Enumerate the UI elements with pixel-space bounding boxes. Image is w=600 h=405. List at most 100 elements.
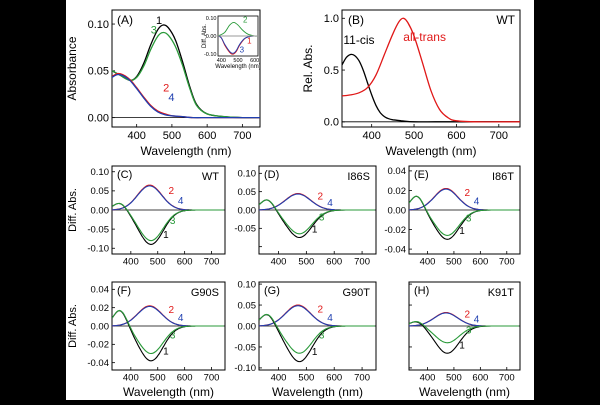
y-tick-label-B: 0.5 (324, 65, 339, 77)
curve-label-E: 2 (465, 188, 471, 199)
curve-label-B: 11-cis (343, 33, 374, 47)
x-tick-label-G: 600 (326, 373, 342, 384)
series-B-11cis (342, 53, 520, 123)
curve-label-G: 2 (318, 304, 324, 315)
x-tick-label-D: 600 (326, 257, 342, 268)
plot-frame-A (111, 9, 261, 128)
series-F-3 (112, 309, 224, 355)
variant-label-G: G90T (342, 287, 370, 299)
variant-label-H: K91T (488, 287, 515, 299)
panel-label-D: (D) (264, 169, 279, 181)
curve-label-E: 4 (474, 197, 480, 208)
y-tick-label-E: -0.02 (384, 225, 406, 236)
x-axis-title-H: Wavelength (nm) (419, 385, 510, 399)
y-tick-label-F: -0.02 (87, 340, 109, 351)
curve-label-G: 4 (327, 313, 333, 324)
curve-label-F: 1 (163, 347, 169, 358)
inset-A: 400 500 600 -0.10 0.00 0.10 2 13 Wavelength (nm)… (202, 15, 261, 70)
curve-label-A: 4 (168, 92, 174, 104)
y-tick-label-G: 0.05 (238, 300, 257, 311)
x-tick-label-C: 700 (204, 257, 220, 268)
curve-label-C: 3 (170, 216, 176, 227)
curve-label-C: 2 (169, 186, 175, 197)
y-tick-label-E: -0.04 (384, 244, 406, 255)
curve-label-D: 1 (312, 225, 318, 236)
curve-label-A: 3 (151, 24, 157, 36)
series-A-3 (112, 31, 260, 119)
y-tick-label-F: -0.04 (87, 358, 109, 369)
panel-label-A: (A) (117, 13, 133, 27)
y-tick-label-B: 0.0 (324, 117, 339, 129)
curve-label-H: 4 (474, 315, 480, 326)
y-tick-label-D: -0.05 (234, 224, 256, 235)
panel-label-G: (G) (264, 285, 280, 297)
x-tick-label-C: 600 (177, 257, 193, 268)
curve-label-F: 4 (178, 313, 184, 324)
curve-label-H: 2 (465, 309, 471, 320)
x-tick-label-G: 700 (354, 373, 370, 384)
x-tick-label-B: 500 (405, 130, 423, 142)
y-tick-label-F: 0.02 (91, 303, 110, 314)
y-tick-label-G: 0.10 (238, 279, 257, 290)
variant-label-D: I86S (347, 171, 370, 183)
series-G-3 (259, 313, 375, 354)
inset-curve-label: 1 (247, 36, 252, 45)
y-tick-label-C: 0.05 (91, 186, 110, 197)
curve-label-D: 3 (319, 213, 325, 224)
panel-H: 400 500 600 700 2 431 (H) K91T Wavelength (nm) (408, 281, 521, 399)
x-tick-label-H: 700 (499, 373, 515, 384)
curve-label-A: 1 (156, 15, 162, 27)
x-tick-label-C: 500 (150, 257, 166, 268)
y-axis-title-C: Diff. Abs. (67, 188, 79, 232)
inset-y-tick-label: 0.00 (206, 34, 217, 40)
x-tick-label-F: 500 (150, 373, 166, 384)
y-tick-label-D: 0.00 (238, 205, 257, 216)
inset-x-axis-title: Wavelength (nm) (215, 64, 260, 70)
y-axis-title-F: Diff. Abs. (67, 304, 79, 348)
panel-label-E: (E) (414, 169, 429, 181)
y-tick-label-G: 0.00 (238, 321, 257, 332)
y-tick-label-D: 0.05 (238, 187, 257, 198)
x-tick-label-F: 400 (123, 373, 139, 384)
curve-label-D: 4 (327, 198, 333, 209)
y-tick-label-A: 0.00 (88, 112, 109, 124)
x-tick-label-E: 400 (420, 257, 436, 268)
y-tick-label-A: 0.05 (88, 66, 109, 78)
variant-label-F: G90S (191, 287, 219, 299)
y-axis-title-B: Rel. Abs. (301, 44, 315, 92)
x-tick-label-C: 400 (123, 257, 139, 268)
x-tick-label-D: 700 (354, 257, 370, 268)
x-tick-label-G: 400 (271, 373, 287, 384)
plot-frame-B (341, 9, 521, 128)
curve-label-D: 2 (318, 191, 324, 202)
panel-label-B: (B) (348, 13, 364, 27)
inset-y-tick-label: -0.10 (204, 52, 217, 58)
x-tick-label-B: 400 (362, 130, 380, 142)
x-axis-title-A: Wavelength (nm) (141, 144, 232, 158)
x-tick-label-H: 500 (446, 373, 462, 384)
y-tick-label-G: -0.10 (234, 363, 256, 374)
x-tick-label-E: 500 (446, 257, 462, 268)
curve-label-E: 1 (459, 226, 465, 237)
inset-y-tick-label: 0.10 (206, 16, 217, 22)
series-E-3 (409, 195, 519, 236)
y-tick-label-F: 0.00 (91, 321, 110, 332)
y-tick-label-B: 1.0 (324, 13, 339, 25)
curve-label-E: 3 (466, 213, 472, 224)
y-tick-label-E: 0.04 (388, 166, 407, 177)
y-tick-label-E: 0.02 (388, 186, 407, 197)
panel-B: 400 500 600 700 0.0 0.5 1.0 (B) WT 11-cis all-tran… (301, 9, 521, 158)
y-tick-label-E: 0.00 (388, 205, 407, 216)
x-tick-label-D: 400 (271, 257, 287, 268)
x-tick-label-G: 500 (298, 373, 314, 384)
curve-label-G: 1 (312, 347, 318, 358)
x-axis-title-F: Wavelength (nm) (123, 385, 214, 399)
curve-label-A: 2 (163, 82, 169, 94)
x-tick-label-A: 700 (233, 130, 251, 142)
